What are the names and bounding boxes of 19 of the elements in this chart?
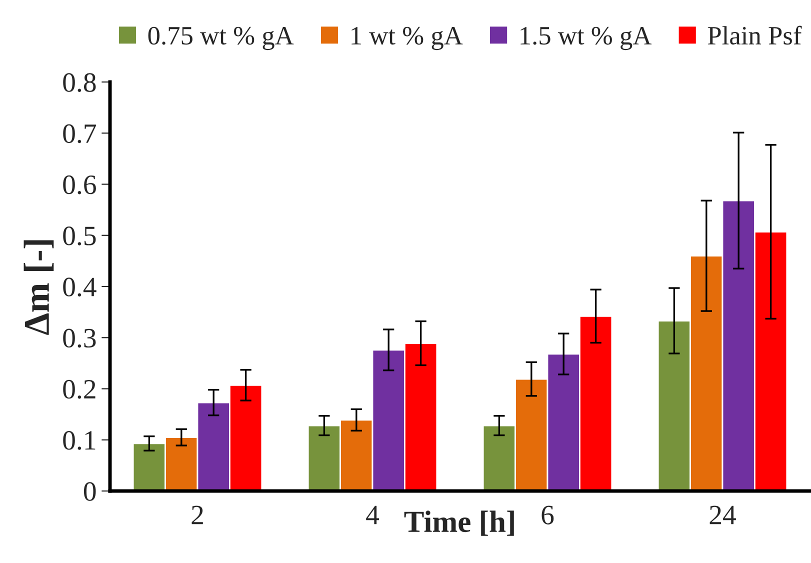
y-axis-title: Δm [-] [24,240,54,335]
x-axis-title: Time [h] [404,510,514,536]
legend-label: 0.75 wt % gA [148,26,294,50]
x-tick-label: 4 [366,506,380,524]
x-tick-label: 24 [710,506,736,524]
y-tick-label: 0 [84,482,96,501]
y-tick-label: 0.2 [63,380,96,399]
y-tick-label: 0.7 [63,124,96,144]
legend-label: 1 wt % gA [352,26,463,50]
legend-label: 1.5 wt % gA [520,26,652,50]
y-tick-label: 0.6 [63,175,96,194]
y-tick-label: 0.1 [63,431,96,450]
y-tick-label: 0.3 [63,328,96,348]
y-tick-label: 0.8 [63,73,96,92]
legend-label: Plain Psf [708,26,802,45]
x-tick-label: 2 [192,506,203,524]
x-tick-label: 6 [542,506,554,524]
y-tick-label: 0.5 [63,226,96,246]
y-tick-label: 0.4 [63,278,96,297]
